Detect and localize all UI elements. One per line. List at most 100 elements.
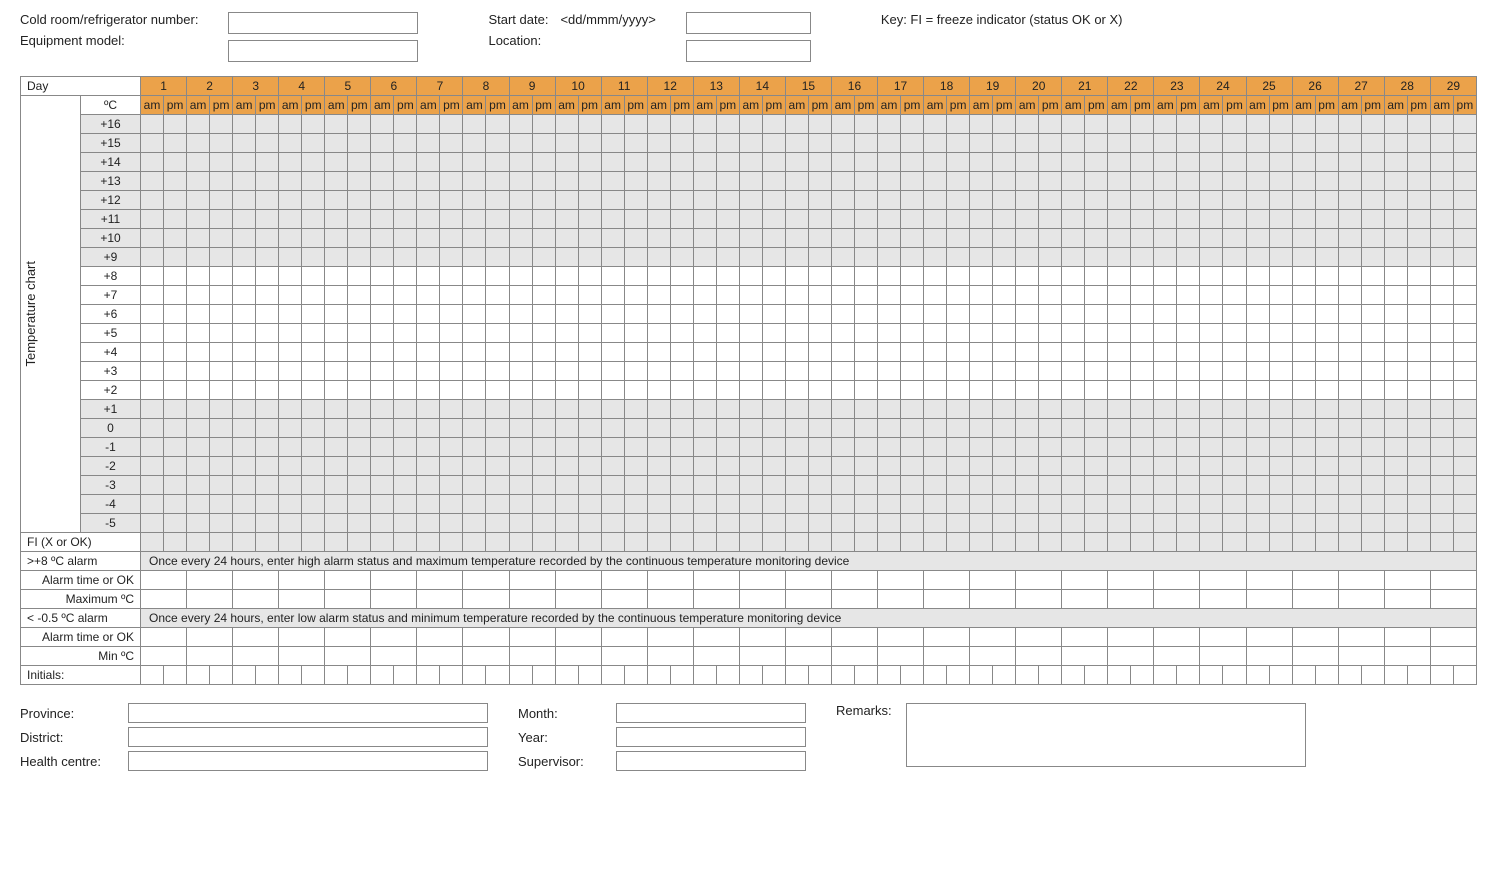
temp-cell[interactable] bbox=[601, 229, 624, 248]
initials-cell[interactable] bbox=[1269, 666, 1292, 685]
temp-cell[interactable] bbox=[1407, 476, 1430, 495]
temp-cell[interactable] bbox=[901, 343, 924, 362]
initials-cell[interactable] bbox=[233, 666, 256, 685]
temp-cell[interactable] bbox=[1177, 457, 1200, 476]
temp-cell[interactable] bbox=[993, 438, 1016, 457]
temp-cell[interactable] bbox=[164, 210, 187, 229]
temp-cell[interactable] bbox=[141, 419, 164, 438]
temp-cell[interactable] bbox=[624, 438, 647, 457]
temp-cell[interactable] bbox=[1039, 305, 1062, 324]
alarm-time-high-cell[interactable] bbox=[1246, 571, 1292, 590]
temp-cell[interactable] bbox=[463, 381, 486, 400]
temp-cell[interactable] bbox=[1246, 210, 1269, 229]
temp-cell[interactable] bbox=[141, 343, 164, 362]
temp-cell[interactable] bbox=[924, 134, 947, 153]
temp-cell[interactable] bbox=[371, 476, 394, 495]
temp-cell[interactable] bbox=[1016, 305, 1039, 324]
temp-cell[interactable] bbox=[302, 381, 325, 400]
temp-cell[interactable] bbox=[486, 381, 509, 400]
temp-cell[interactable] bbox=[1292, 210, 1315, 229]
fi-cell[interactable] bbox=[164, 533, 187, 552]
min-cell[interactable] bbox=[1430, 647, 1476, 666]
temp-cell[interactable] bbox=[348, 191, 371, 210]
temp-cell[interactable] bbox=[1108, 343, 1131, 362]
temp-cell[interactable] bbox=[924, 324, 947, 343]
temp-cell[interactable] bbox=[164, 115, 187, 134]
maximum-cell[interactable] bbox=[555, 590, 601, 609]
temp-cell[interactable] bbox=[1430, 324, 1453, 343]
temp-cell[interactable] bbox=[210, 153, 233, 172]
temp-cell[interactable] bbox=[348, 400, 371, 419]
temp-cell[interactable] bbox=[693, 381, 716, 400]
temp-cell[interactable] bbox=[1269, 324, 1292, 343]
temp-cell[interactable] bbox=[141, 381, 164, 400]
temp-cell[interactable] bbox=[532, 210, 555, 229]
temp-cell[interactable] bbox=[1384, 305, 1407, 324]
temp-cell[interactable] bbox=[1154, 172, 1177, 191]
temp-cell[interactable] bbox=[1430, 305, 1453, 324]
alarm-time-high-cell[interactable] bbox=[970, 571, 1016, 590]
temp-cell[interactable] bbox=[141, 229, 164, 248]
temp-cell[interactable] bbox=[624, 400, 647, 419]
temp-cell[interactable] bbox=[716, 305, 739, 324]
temp-cell[interactable] bbox=[1131, 248, 1154, 267]
temp-cell[interactable] bbox=[831, 495, 854, 514]
equipment-model-input[interactable] bbox=[228, 40, 418, 62]
fi-cell[interactable] bbox=[348, 533, 371, 552]
temp-cell[interactable] bbox=[901, 381, 924, 400]
temp-cell[interactable] bbox=[901, 324, 924, 343]
temp-cell[interactable] bbox=[1131, 419, 1154, 438]
temp-cell[interactable] bbox=[1131, 343, 1154, 362]
temp-cell[interactable] bbox=[164, 457, 187, 476]
temp-cell[interactable] bbox=[164, 134, 187, 153]
temp-cell[interactable] bbox=[693, 419, 716, 438]
fi-cell[interactable] bbox=[716, 533, 739, 552]
temp-cell[interactable] bbox=[1223, 172, 1246, 191]
temp-cell[interactable] bbox=[624, 210, 647, 229]
temp-cell[interactable] bbox=[1361, 153, 1384, 172]
temp-cell[interactable] bbox=[924, 400, 947, 419]
temp-cell[interactable] bbox=[164, 229, 187, 248]
temp-cell[interactable] bbox=[1361, 400, 1384, 419]
temp-cell[interactable] bbox=[1085, 210, 1108, 229]
temp-cell[interactable] bbox=[924, 229, 947, 248]
fi-cell[interactable] bbox=[624, 533, 647, 552]
temp-cell[interactable] bbox=[924, 305, 947, 324]
temp-cell[interactable] bbox=[970, 115, 993, 134]
temp-cell[interactable] bbox=[647, 305, 670, 324]
temp-cell[interactable] bbox=[210, 210, 233, 229]
temp-cell[interactable] bbox=[1453, 362, 1476, 381]
temp-cell[interactable] bbox=[1131, 400, 1154, 419]
temp-cell[interactable] bbox=[1384, 381, 1407, 400]
temp-cell[interactable] bbox=[970, 153, 993, 172]
temp-cell[interactable] bbox=[1430, 514, 1453, 533]
temp-cell[interactable] bbox=[1016, 400, 1039, 419]
temp-cell[interactable] bbox=[279, 419, 302, 438]
initials-cell[interactable] bbox=[1223, 666, 1246, 685]
temp-cell[interactable] bbox=[601, 115, 624, 134]
temp-cell[interactable] bbox=[440, 229, 463, 248]
initials-cell[interactable] bbox=[785, 666, 808, 685]
temp-cell[interactable] bbox=[1154, 495, 1177, 514]
temp-cell[interactable] bbox=[854, 419, 877, 438]
temp-cell[interactable] bbox=[325, 381, 348, 400]
temp-cell[interactable] bbox=[1039, 514, 1062, 533]
temp-cell[interactable] bbox=[486, 305, 509, 324]
temp-cell[interactable] bbox=[624, 172, 647, 191]
temp-cell[interactable] bbox=[808, 134, 831, 153]
temp-cell[interactable] bbox=[1131, 229, 1154, 248]
initials-cell[interactable] bbox=[1315, 666, 1338, 685]
temp-cell[interactable] bbox=[670, 400, 693, 419]
temp-cell[interactable] bbox=[693, 172, 716, 191]
initials-cell[interactable] bbox=[624, 666, 647, 685]
temp-cell[interactable] bbox=[624, 495, 647, 514]
temp-cell[interactable] bbox=[993, 476, 1016, 495]
temp-cell[interactable] bbox=[1200, 172, 1223, 191]
temp-cell[interactable] bbox=[1315, 229, 1338, 248]
temp-cell[interactable] bbox=[1039, 457, 1062, 476]
temp-cell[interactable] bbox=[371, 495, 394, 514]
temp-cell[interactable] bbox=[532, 115, 555, 134]
temp-cell[interactable] bbox=[1430, 134, 1453, 153]
temp-cell[interactable] bbox=[394, 115, 417, 134]
maximum-cell[interactable] bbox=[601, 590, 647, 609]
